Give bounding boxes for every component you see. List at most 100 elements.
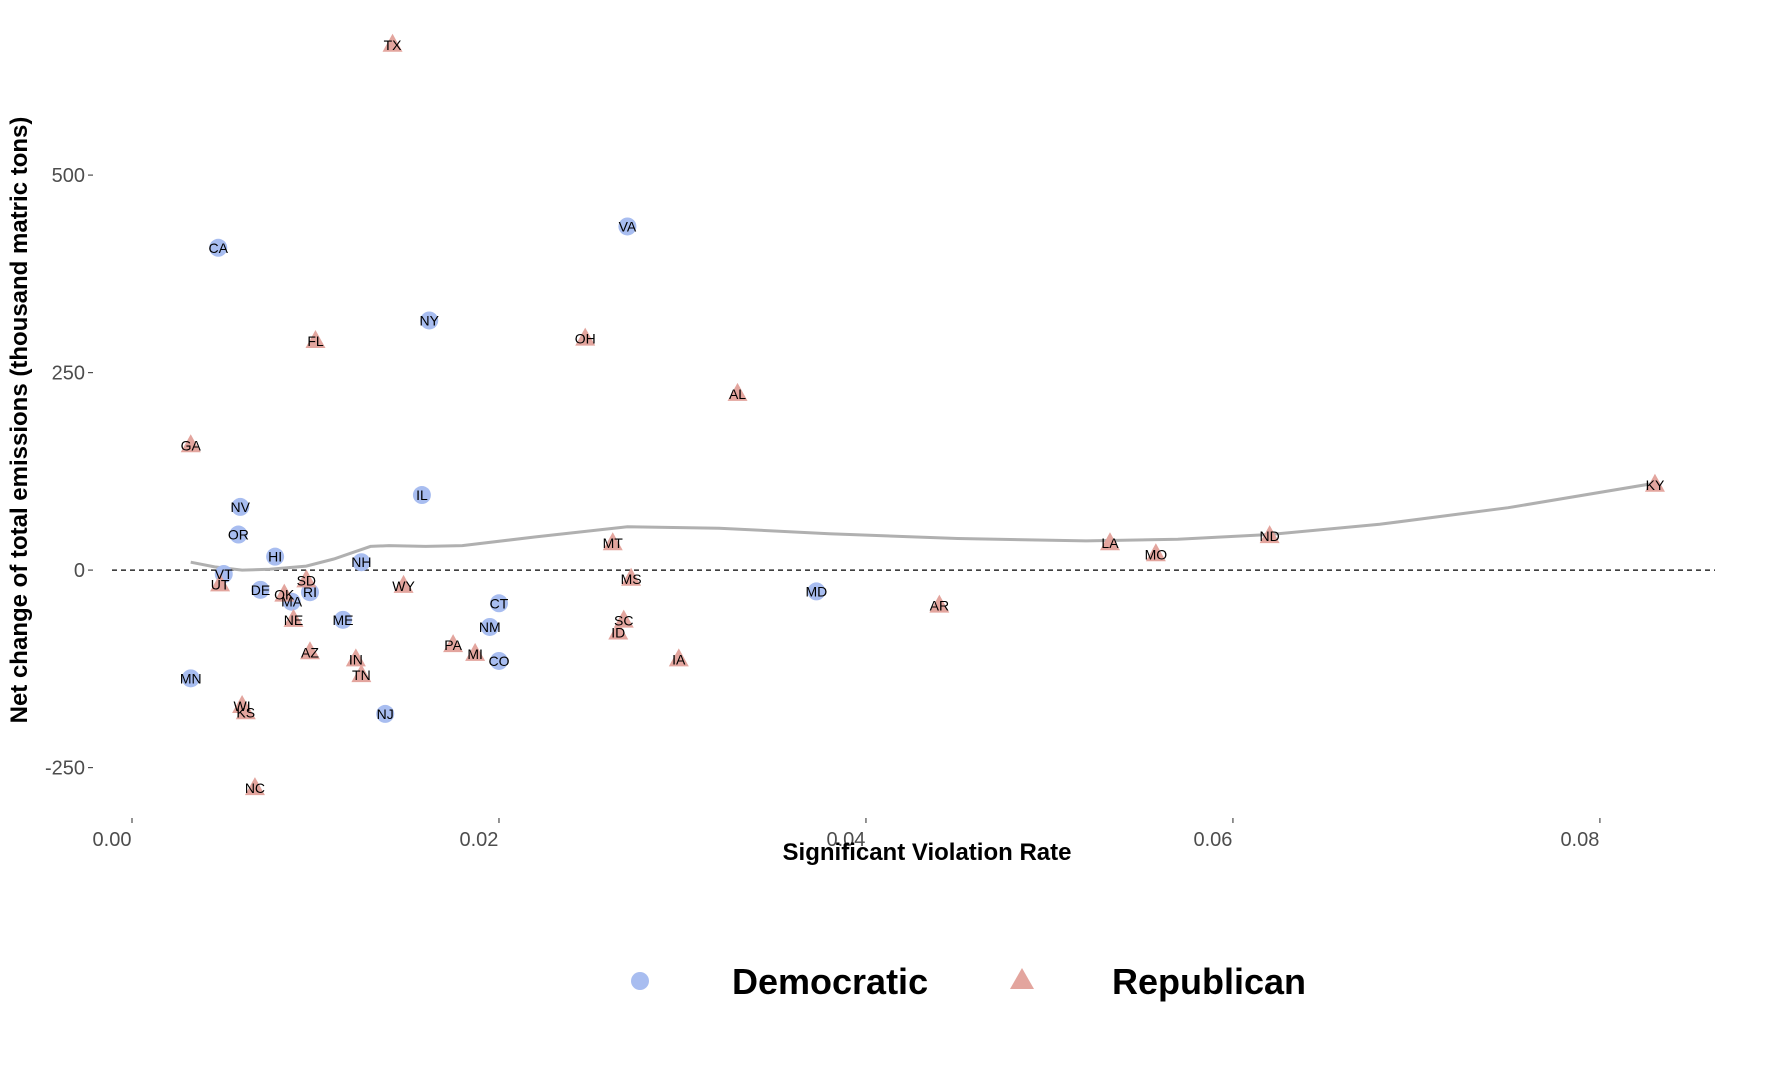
point-label-ky: KY — [1646, 477, 1665, 493]
point-marker-fl — [305, 330, 326, 348]
point-marker-az — [299, 641, 320, 660]
y-tick-label: -250 — [45, 758, 85, 780]
x-tick-label: 0.06 — [1193, 829, 1232, 851]
x-tick-label: 0.04 — [826, 829, 865, 851]
point-marker-ct — [489, 594, 508, 613]
point-marker-ut — [210, 573, 231, 592]
x-tick-label: 0.00 — [93, 829, 132, 851]
point-label-nm: NM — [479, 619, 501, 635]
point-label-hi: HI — [268, 549, 282, 565]
point-marker-al — [727, 382, 748, 401]
point-marker-pa — [443, 634, 464, 653]
point-marker-ms — [621, 567, 642, 586]
point-label-co: CO — [488, 653, 509, 669]
point-label-sd: SD — [297, 572, 316, 588]
x-axis-title: Significant Violation Rate — [783, 839, 1072, 866]
point-label-nh: NH — [351, 554, 371, 570]
point-label-wy: WY — [392, 578, 415, 594]
point-label-al: AL — [729, 386, 746, 402]
point-marker-de — [251, 580, 270, 599]
point-label-tx: TX — [384, 37, 403, 53]
point-marker-nc — [244, 777, 265, 796]
point-label-ny: NY — [420, 312, 440, 328]
point-label-la: LA — [1101, 535, 1119, 551]
legend-republican-marker — [1010, 968, 1034, 989]
point-marker-wy — [393, 574, 414, 593]
point-label-in: IN — [349, 651, 363, 667]
point-marker-ks — [235, 701, 256, 720]
point-marker-in — [345, 648, 366, 667]
point-marker-tx — [382, 33, 403, 52]
x-tick-label: 0.02 — [460, 829, 499, 851]
point-label-vt: VT — [215, 566, 233, 582]
point-marker-mi — [465, 642, 486, 661]
point-marker-va — [618, 217, 637, 236]
point-label-pa: PA — [444, 637, 462, 653]
point-marker-mo — [1145, 543, 1166, 562]
point-label-va: VA — [619, 218, 637, 234]
point-marker-nh — [352, 553, 371, 572]
point-label-sc: SC — [614, 613, 633, 629]
point-label-nc: NC — [245, 780, 265, 796]
point-label-ia: IA — [672, 651, 686, 667]
point-label-nd: ND — [1260, 528, 1280, 544]
point-label-de: DE — [251, 582, 270, 598]
legend-democratic-marker — [631, 972, 649, 990]
point-label-tn: TN — [352, 667, 371, 683]
y-axis: -250 0 250 500 — [45, 165, 93, 780]
point-marker-ia — [668, 648, 689, 667]
point-marker-me — [334, 610, 353, 629]
point-marker-ca — [209, 238, 228, 257]
point-marker-hi — [266, 547, 285, 566]
point-marker-or — [229, 525, 248, 544]
point-marker-sd — [296, 569, 317, 588]
y-tick-label: 0 — [74, 560, 85, 582]
point-label-ga: GA — [181, 437, 202, 453]
x-tick-label: 0.08 — [1560, 829, 1599, 851]
point-marker-ga — [180, 434, 201, 453]
x-axis: 0.00 0.02 0.04 0.06 0.08 — [93, 818, 1601, 851]
point-marker-md — [807, 582, 826, 601]
point-label-ri: RI — [303, 584, 317, 600]
point-marker-co — [489, 651, 508, 670]
point-marker-nv — [231, 497, 250, 516]
point-label-mo: MO — [1145, 546, 1168, 562]
point-label-wi: WI — [234, 698, 251, 714]
point-marker-il — [412, 486, 431, 505]
point-marker-ky — [1644, 473, 1665, 492]
point-label-il: IL — [416, 487, 428, 503]
data-markers — [180, 33, 1665, 796]
point-label-ar: AR — [930, 598, 949, 614]
point-label-ma: MA — [281, 594, 303, 610]
y-axis-title: Net change of total emissions (thousand … — [6, 117, 33, 724]
point-marker-id — [608, 621, 629, 640]
legend-democratic-label: Democratic — [732, 961, 928, 1002]
point-marker-mn — [181, 669, 200, 688]
point-marker-oh — [575, 327, 596, 346]
point-label-ok: OK — [274, 587, 295, 603]
legend: Democratic Republican — [631, 961, 1306, 1002]
point-label-ks: KS — [236, 704, 255, 720]
point-marker-mt — [602, 532, 623, 551]
point-label-fl: FL — [307, 333, 324, 349]
y-tick-label: 250 — [52, 363, 85, 385]
legend-republican-label: Republican — [1112, 961, 1306, 1002]
point-label-ms: MS — [621, 571, 642, 587]
point-marker-nd — [1259, 525, 1280, 544]
point-label-oh: OH — [575, 331, 596, 347]
point-label-nv: NV — [231, 499, 251, 515]
point-marker-ny — [420, 311, 439, 330]
point-marker-la — [1099, 532, 1120, 551]
point-label-me: ME — [333, 612, 354, 628]
point-label-ca: CA — [209, 240, 229, 256]
point-label-mi: MI — [467, 646, 483, 662]
point-label-mn: MN — [180, 670, 202, 686]
y-tick-label: 500 — [52, 165, 85, 187]
smooth-trend-line — [190, 481, 1656, 572]
point-label-or: OR — [228, 527, 249, 543]
point-marker-nj — [376, 704, 395, 723]
point-label-id: ID — [611, 625, 625, 641]
point-label-ut: UT — [211, 576, 230, 592]
